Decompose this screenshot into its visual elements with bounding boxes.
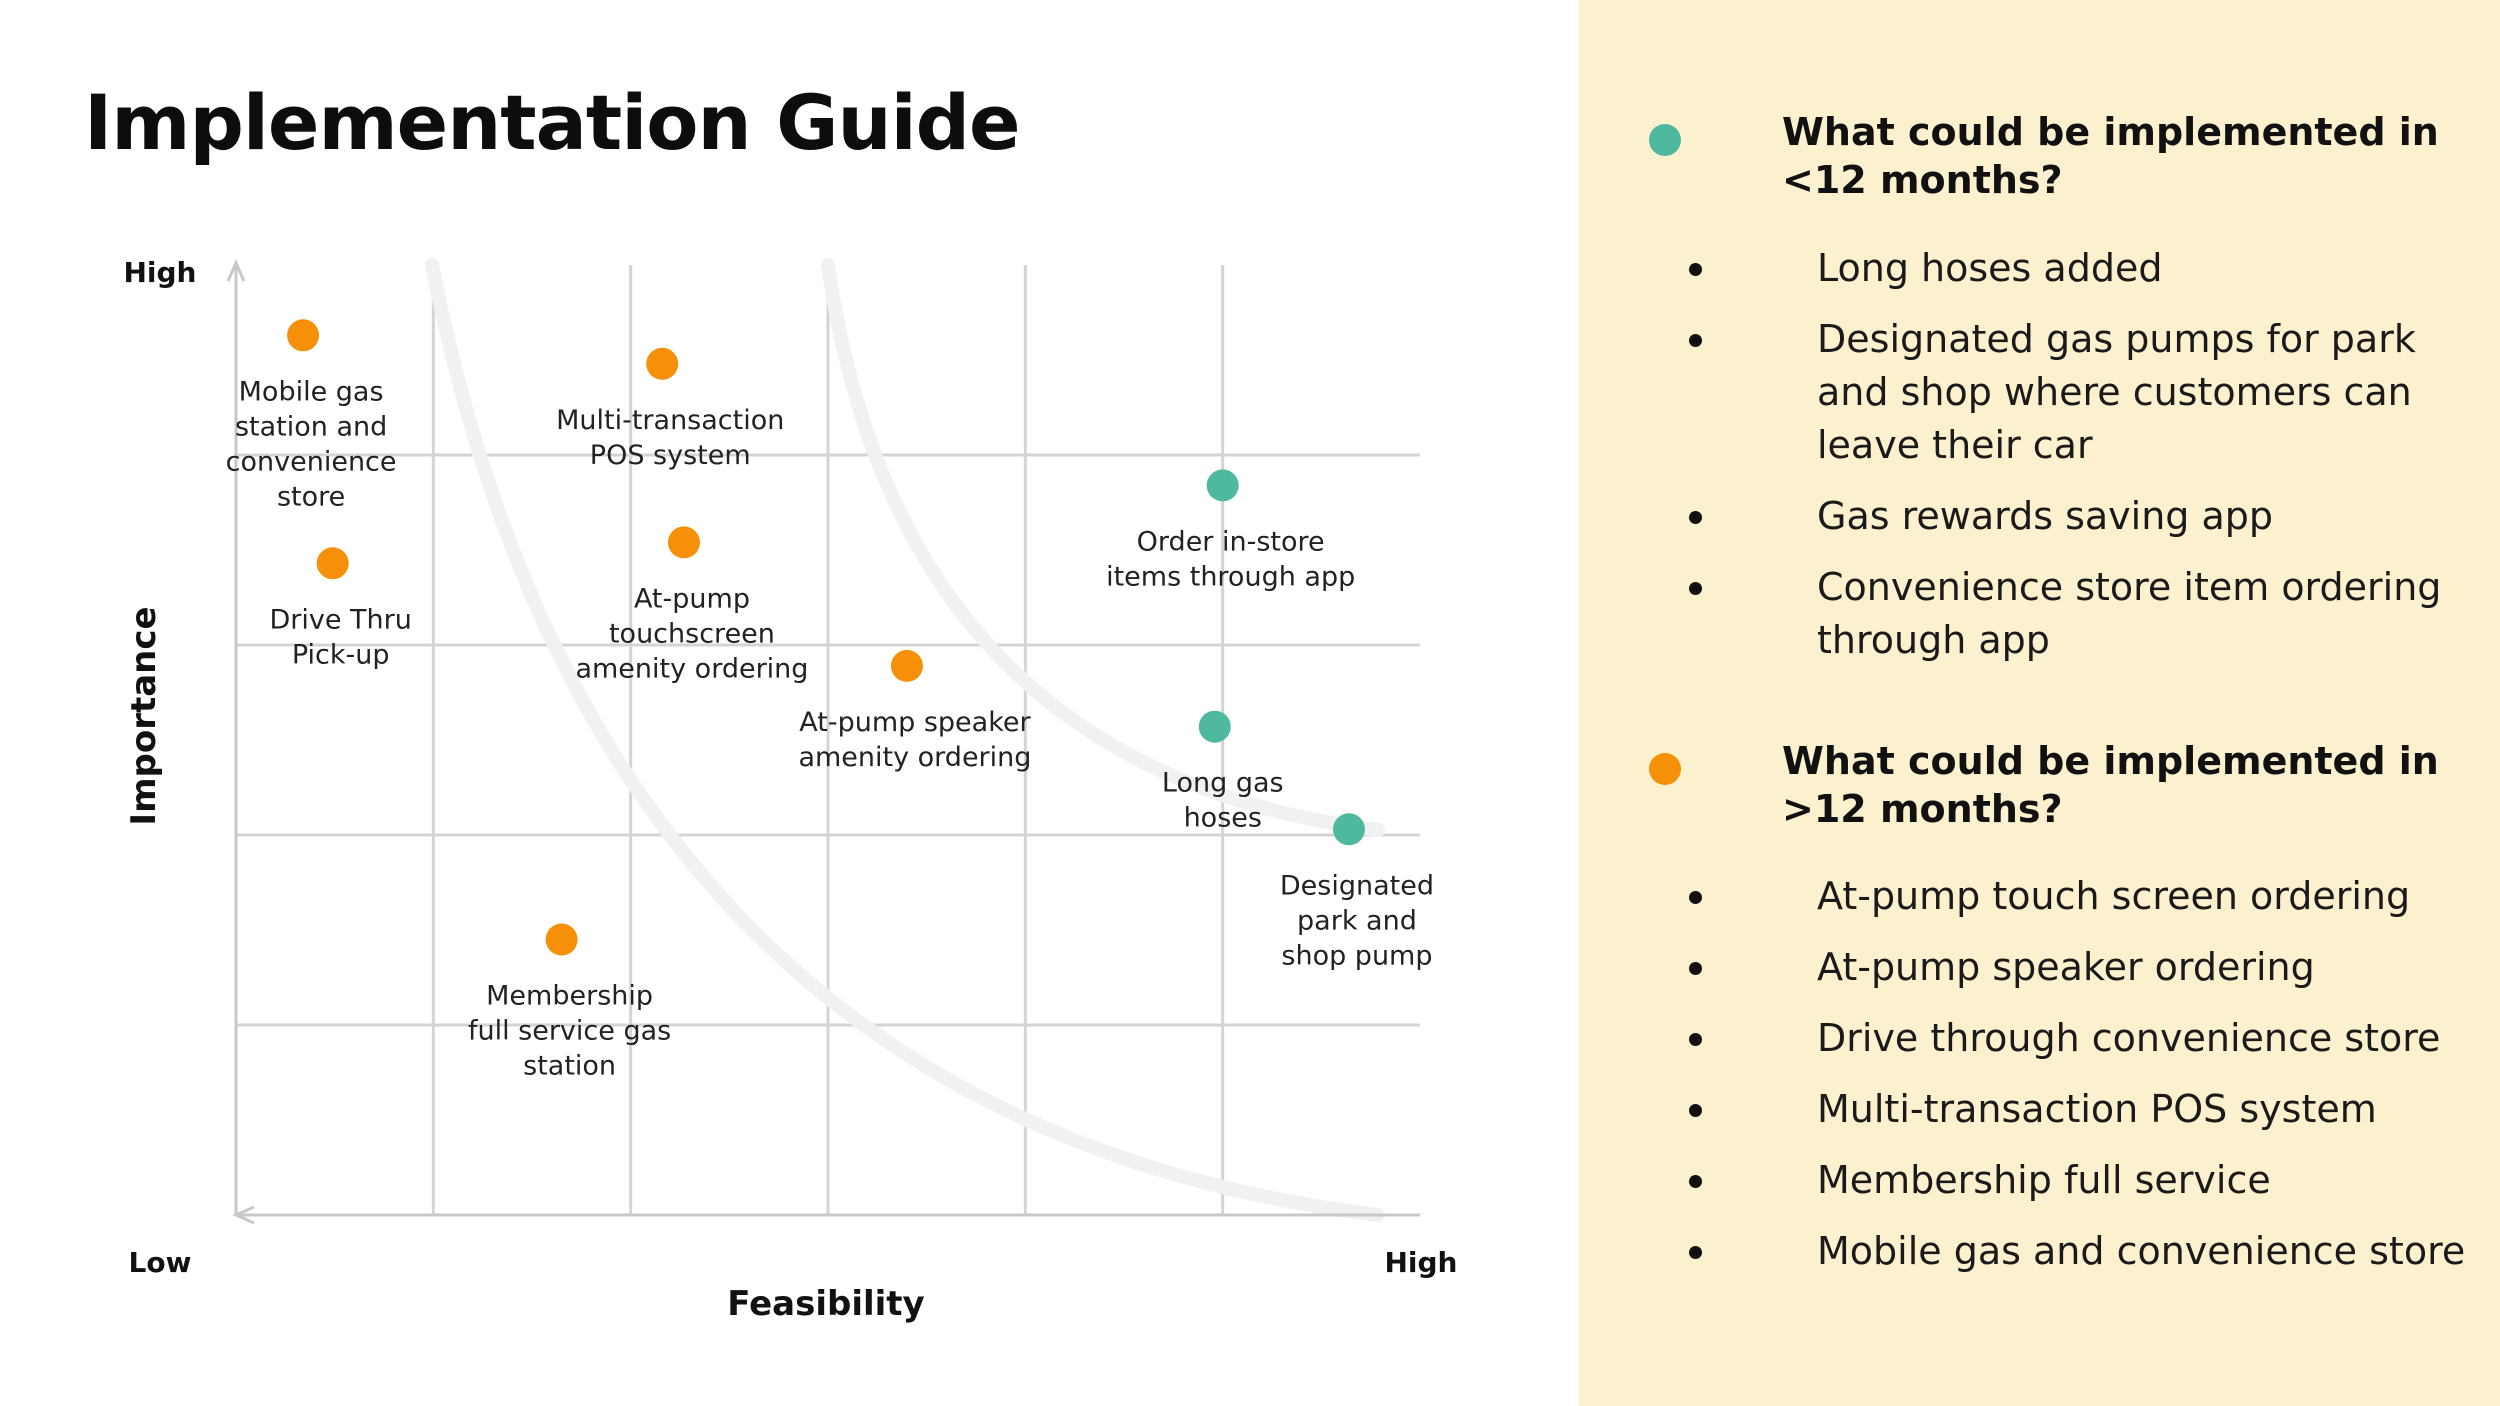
data-point-label: items through app xyxy=(1106,561,1355,592)
list-item: Multi-transaction POS system xyxy=(1689,1083,2469,1136)
data-point xyxy=(1332,813,1365,846)
data-point-label: shop pump xyxy=(1281,940,1432,971)
bullet-icon xyxy=(1689,511,1702,524)
data-point-label: touchscreen xyxy=(609,618,775,649)
page-title: Implementation Guide xyxy=(84,78,1021,167)
data-point xyxy=(1198,710,1231,743)
data-point-label: Multi-transaction xyxy=(556,405,784,436)
list-item: At-pump speaker ordering xyxy=(1689,941,2469,994)
data-point-label: full service gas xyxy=(468,1016,671,1047)
x-axis-arrow-icon xyxy=(232,1205,255,1225)
list-item: Membership full service xyxy=(1689,1154,2469,1207)
data-point-label: Mobile gas xyxy=(239,376,384,407)
long-term-title: What could be implemented in >12 months? xyxy=(1782,737,2462,833)
list-item: Drive through convenience store xyxy=(1689,1012,2469,1065)
data-point-label: amenity ordering xyxy=(798,742,1031,773)
data-point-label: Pick-up xyxy=(292,639,390,670)
list-item: Long hoses added xyxy=(1689,242,2469,295)
orange-dot-icon xyxy=(1649,753,1681,785)
data-point xyxy=(287,319,320,352)
data-point-label: hoses xyxy=(1184,803,1262,834)
list-item: At-pump touch screen ordering xyxy=(1689,870,2469,923)
bullet-icon xyxy=(1689,962,1702,975)
list-item: Designated gas pumps for park and shop wh… xyxy=(1689,313,2469,472)
data-point xyxy=(890,649,923,682)
bullet-icon xyxy=(1689,1104,1702,1117)
data-point-label: At-pump speaker xyxy=(799,707,1031,738)
data-point-label: POS system xyxy=(590,440,751,471)
list-item: Convenience store item ordering through a… xyxy=(1689,561,2469,667)
bullet-icon xyxy=(1689,891,1702,904)
data-point xyxy=(1206,469,1239,502)
y-high-label: High xyxy=(123,256,196,289)
teal-dot-icon xyxy=(1649,124,1681,156)
title-line: >12 months? xyxy=(1782,787,2063,831)
data-point-label: store xyxy=(277,481,345,512)
data-point-label: At-pump xyxy=(634,583,750,614)
x-high-label: High xyxy=(1384,1246,1457,1279)
bullet-icon xyxy=(1689,263,1702,276)
feasibility-importance-chart: High Low High Feasibility Importance Mobile g… xyxy=(123,256,1457,1324)
data-point-label: Drive Thru xyxy=(269,604,411,635)
bullet-icon xyxy=(1689,582,1702,595)
data-point-label: convenience xyxy=(226,446,397,477)
curve-band xyxy=(821,258,1385,837)
data-point-label: Long gas xyxy=(1162,768,1284,799)
bullet-icon xyxy=(1689,1175,1702,1188)
data-point-label: Designated xyxy=(1280,870,1434,901)
short-term-list: Long hoses added Designated gas pumps fo… xyxy=(1689,242,2469,685)
data-point-label: amenity ordering xyxy=(575,653,808,684)
data-point-label: station and xyxy=(235,411,387,442)
x-low-label: Low xyxy=(129,1246,192,1279)
long-term-list: At-pump touch screen ordering At-pump sp… xyxy=(1689,870,2469,1296)
data-point-label: Order in-store xyxy=(1137,526,1325,557)
data-point xyxy=(667,526,700,559)
title-line: What could be implemented in xyxy=(1782,739,2439,783)
data-point xyxy=(646,347,679,380)
title-line: <12 months? xyxy=(1782,158,2063,202)
list-item: Gas rewards saving app xyxy=(1689,490,2469,543)
bullet-icon xyxy=(1689,334,1702,347)
data-point xyxy=(316,547,349,580)
curve-band xyxy=(425,258,1385,1222)
y-axis-arrow-icon xyxy=(226,259,246,282)
title-line: What could be implemented in xyxy=(1782,110,2439,154)
bullet-icon xyxy=(1689,1246,1702,1259)
y-axis-title: Importance xyxy=(124,606,164,825)
x-axis-title: Feasibility xyxy=(727,1284,924,1324)
list-item: Mobile gas and convenience store xyxy=(1689,1225,2469,1278)
bullet-icon xyxy=(1689,1033,1702,1046)
short-term-title: What could be implemented in <12 months? xyxy=(1782,108,2462,204)
data-point-label: station xyxy=(523,1051,616,1082)
data-point-label: park and xyxy=(1297,905,1417,936)
data-point xyxy=(545,923,578,956)
implementation-panel: What could be implemented in <12 months?… xyxy=(1579,0,2500,1406)
data-point-label: Membership xyxy=(486,981,653,1012)
